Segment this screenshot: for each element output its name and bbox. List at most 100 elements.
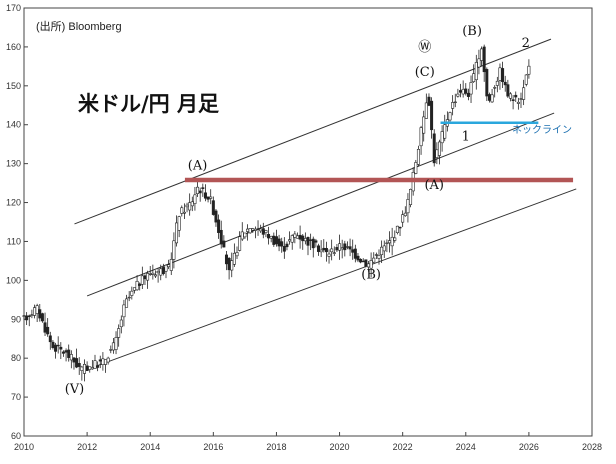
- candle-body: [198, 190, 202, 194]
- candle-body: [332, 252, 336, 254]
- candle-body: [193, 194, 197, 204]
- candle-body: [259, 228, 263, 232]
- candle-body: [324, 248, 328, 253]
- candle-body: [98, 359, 102, 362]
- candle-body: [211, 200, 215, 215]
- neckline-label: ネックライン: [512, 124, 572, 136]
- candle-body: [177, 216, 181, 231]
- wave-labels: (V) (A) (B) (A) (C) Ⓦ (B) 2 1: [65, 24, 530, 397]
- candle-body: [38, 309, 42, 319]
- candle-body: [85, 365, 89, 372]
- candle-body: [374, 254, 378, 256]
- candle-body: [361, 260, 365, 263]
- candle-body: [256, 228, 260, 230]
- x-tick-label: 2012: [77, 442, 97, 452]
- candle-body: [424, 102, 428, 119]
- candle-body: [409, 188, 413, 205]
- candle-body: [519, 98, 523, 100]
- candle-body: [135, 280, 139, 291]
- y-tick-label: 80: [11, 353, 21, 363]
- x-tick-label: 2026: [519, 442, 539, 452]
- candle-body: [472, 73, 476, 82]
- plot-frame: [23, 7, 593, 437]
- candle-body: [153, 274, 157, 277]
- candle-body: [75, 358, 79, 368]
- x-tick-label: 2018: [266, 442, 286, 452]
- candle-body: [251, 228, 255, 231]
- candle-body: [493, 87, 497, 89]
- candle-body: [280, 241, 284, 247]
- candle-body: [240, 231, 244, 240]
- candle-body: [101, 358, 105, 365]
- candle-body: [190, 201, 194, 207]
- candle-body: [59, 346, 63, 350]
- candle-body: [48, 335, 52, 343]
- candle-body: [114, 337, 118, 350]
- candle-body: [167, 264, 171, 268]
- wave-label: 1: [462, 129, 470, 144]
- candle-body: [469, 82, 473, 95]
- candle-body: [209, 196, 213, 199]
- candle-body: [67, 349, 71, 358]
- candle-body: [511, 99, 515, 101]
- candle-body: [106, 357, 110, 363]
- candle-body: [335, 247, 339, 251]
- candle-body: [435, 149, 439, 158]
- candle-body: [35, 305, 39, 314]
- candle-body: [138, 283, 142, 286]
- y-tick-label: 60: [11, 431, 21, 441]
- candle-body: [119, 319, 123, 328]
- y-tick-label: 90: [11, 314, 21, 324]
- y-tick-label: 120: [6, 198, 21, 208]
- candle-body: [54, 344, 58, 352]
- candle-body: [82, 364, 86, 374]
- candle-body: [22, 315, 26, 317]
- y-tick-label: 100: [6, 275, 21, 285]
- candle-body: [451, 102, 455, 109]
- candle-body: [148, 273, 152, 276]
- candle-body: [140, 275, 144, 285]
- candle-body: [306, 237, 310, 246]
- candle-body: [180, 207, 184, 214]
- x-tick-label: 2022: [393, 442, 413, 452]
- candle-body: [301, 235, 305, 242]
- candle-body: [161, 267, 165, 274]
- chart-title: 米ドル/円 月足: [78, 91, 219, 116]
- wave-label: 2: [522, 36, 530, 51]
- y-tick-label: 110: [7, 236, 21, 246]
- candle-body: [395, 225, 399, 233]
- candle-body: [214, 210, 218, 223]
- candle-body: [64, 350, 68, 353]
- candle-body: [498, 67, 502, 81]
- candle-body: [353, 248, 357, 259]
- candle-body: [293, 233, 297, 238]
- candle-body: [351, 249, 355, 253]
- candle-body: [217, 219, 221, 233]
- candle-body: [267, 233, 271, 239]
- wave-label: (V): [65, 382, 85, 397]
- y-tick-label: 140: [6, 120, 21, 130]
- candle-body: [235, 252, 239, 257]
- source-label: (出所) Bloomberg: [36, 19, 122, 33]
- candle-body: [490, 94, 494, 103]
- candle-body: [227, 257, 231, 271]
- candle-body: [72, 357, 76, 363]
- candle-body: [196, 186, 200, 194]
- y-tick-label: 70: [11, 392, 21, 402]
- candle-body: [309, 239, 313, 241]
- candle-body: [143, 275, 147, 280]
- candle-body: [503, 81, 507, 86]
- candle-body: [437, 141, 441, 156]
- candle-body: [364, 259, 368, 267]
- candle-body: [406, 199, 410, 214]
- candle-body: [485, 69, 489, 97]
- candle-body: [319, 249, 323, 253]
- candle-body: [514, 94, 518, 98]
- wave-label: (A): [188, 158, 208, 173]
- candle-body: [495, 80, 499, 86]
- x-tick-label: 2016: [203, 442, 223, 452]
- candle-body: [388, 240, 392, 244]
- candle-body: [456, 93, 460, 97]
- candle-body: [25, 315, 29, 321]
- candle-body: [261, 228, 265, 235]
